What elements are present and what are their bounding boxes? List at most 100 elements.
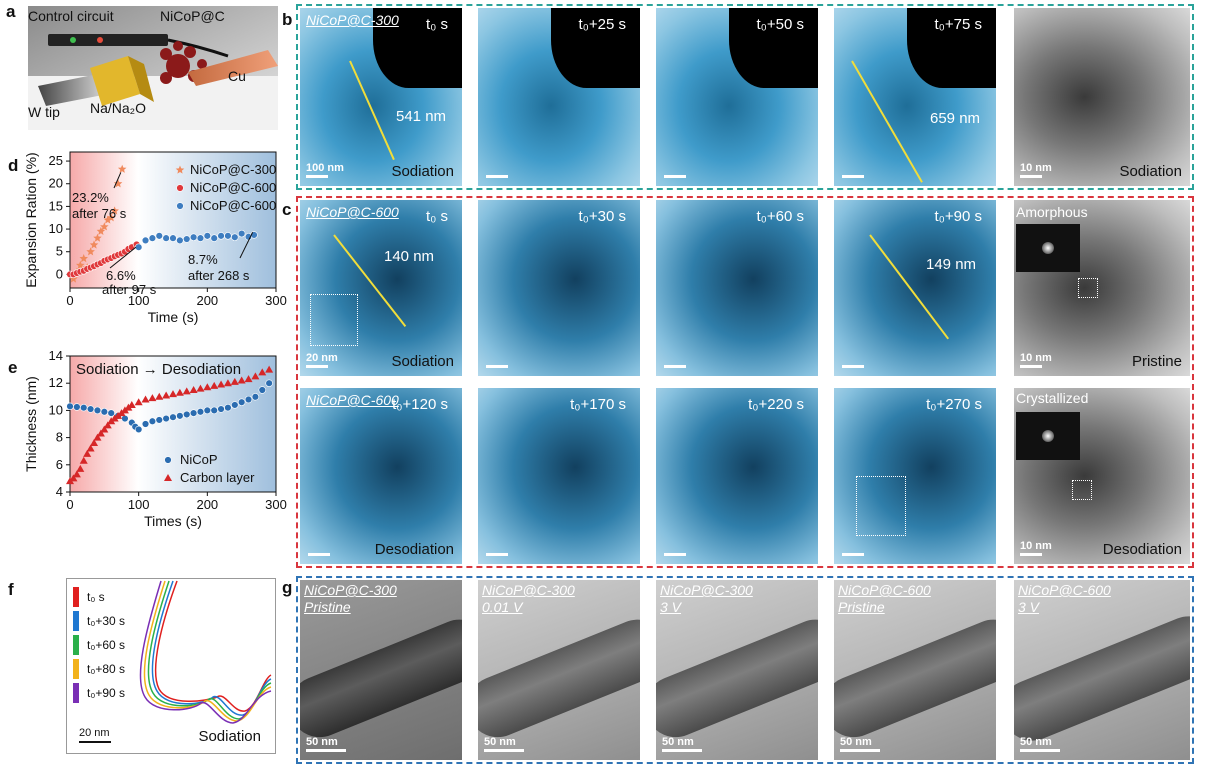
data-point <box>196 408 205 416</box>
data-point <box>148 234 157 242</box>
data-point <box>127 400 136 408</box>
panel-label-d: d <box>8 156 19 175</box>
panel-c-image-4: t₀+90 s 149 nm <box>834 200 996 376</box>
data-point <box>107 409 115 417</box>
data-point <box>96 429 105 437</box>
data-point <box>258 368 267 376</box>
data-point <box>72 470 81 478</box>
caption-sodiation: Sodiation <box>391 353 454 370</box>
data-point <box>89 240 99 249</box>
panel-c-image-5: NiCoP@C-600 t₀+120 s Desodiation <box>300 388 462 564</box>
label-cu: Cu <box>228 68 246 84</box>
time-label: t₀ s <box>425 16 448 33</box>
panel-c-image-8: t₀+270 s <box>834 388 996 564</box>
scale-bar: 50 nm <box>1020 736 1060 752</box>
x-tick-label: 200 <box>196 497 218 512</box>
data-point <box>162 234 170 242</box>
scale-bar <box>308 553 330 556</box>
data-point <box>237 398 246 406</box>
tile-title: NiCoP@C-300 0.01 V <box>482 582 575 615</box>
measure-arrow <box>851 60 923 183</box>
data-point <box>176 236 184 245</box>
data-point <box>183 235 191 243</box>
scale-bar: 20 nm <box>306 352 338 368</box>
panel-f-outline: t₀ s t₀+30 s t₀+60 s t₀+80 s t₀+90 s 20 … <box>66 578 276 754</box>
data-point <box>110 206 119 215</box>
scale-bar <box>842 553 864 556</box>
data-point <box>155 392 164 400</box>
data-point <box>196 234 205 242</box>
scale-bar: 10 nm <box>1020 162 1052 178</box>
data-point <box>231 401 239 409</box>
time-label: t₀ s <box>425 208 448 225</box>
annotation: after 97 s <box>102 282 157 297</box>
data-point <box>100 408 109 416</box>
data-point <box>182 387 191 395</box>
time-label: t₀+170 s <box>570 396 626 413</box>
panel-label-a: a <box>6 2 16 21</box>
data-point <box>134 425 143 434</box>
y-tick-label: 25 <box>49 153 63 168</box>
panel-b-image-3: t₀+50 s <box>656 8 818 186</box>
panel-c-hrtem-crystallized: Crystallized Desodiation 10 nm <box>1014 388 1190 564</box>
data-point <box>265 365 274 373</box>
data-point <box>83 449 92 457</box>
panel-label-c: c <box>282 200 292 219</box>
y-tick-label: 15 <box>49 198 63 213</box>
data-point <box>80 403 88 412</box>
scale-bar: 50 nm <box>484 736 524 752</box>
data-point <box>86 247 95 256</box>
time-label: t₀+30 s <box>578 208 626 225</box>
caption-sodiation: Sodiation <box>1119 163 1182 180</box>
data-point <box>86 405 95 413</box>
data-point <box>169 234 177 242</box>
legend-f: t₀ s t₀+30 s t₀+60 s t₀+80 s t₀+90 s <box>73 585 125 705</box>
data-point <box>231 233 239 241</box>
hrtem-title: Amorphous <box>1016 204 1088 220</box>
data-point <box>169 390 177 398</box>
label-w-tip: W tip <box>28 104 60 120</box>
panel-c-hrtem-amorphous: Amorphous Pristine 10 nm <box>1014 200 1190 376</box>
tile-title: NiCoP@C-600 Pristine <box>838 582 931 615</box>
data-point <box>162 391 171 399</box>
data-point <box>141 395 150 403</box>
panel-c-image-3: t₀+60 s <box>656 200 818 376</box>
panel-b-image-4: t₀+75 s 659 nm <box>834 8 996 186</box>
data-point <box>230 377 239 385</box>
data-point <box>73 403 81 411</box>
data-point <box>164 456 172 464</box>
label-na: Na/Na₂O <box>90 100 147 116</box>
measure-label: 149 nm <box>926 256 977 273</box>
data-point <box>175 165 185 174</box>
scale-bar <box>842 365 864 368</box>
time-label: t₀+60 s <box>756 208 804 225</box>
sample-name: NiCoP@C-300 <box>306 12 399 28</box>
data-point <box>103 215 112 224</box>
data-point <box>106 213 116 222</box>
scale-bar <box>664 175 686 178</box>
data-point <box>113 179 123 188</box>
data-point <box>265 379 273 387</box>
caption-pristine: Pristine <box>1131 353 1182 370</box>
x-axis-label: Times (s) <box>144 513 202 529</box>
data-point <box>203 383 212 391</box>
tile-title: NiCoP@C-600 3 V <box>1018 582 1111 615</box>
panel-a-schematic: Control circuit NiCoP@C Cu W tip Na/Na₂O <box>28 6 278 130</box>
label-control-circuit: Control circuit <box>28 8 114 24</box>
annotation-arrow <box>239 232 254 259</box>
data-point <box>117 164 127 173</box>
x-tick-label: 300 <box>265 497 287 512</box>
data-point <box>148 417 157 425</box>
x-tick-label: 0 <box>66 497 73 512</box>
data-point <box>121 414 129 423</box>
fft-inset <box>1016 224 1080 272</box>
y-tick-label: 20 <box>49 176 63 191</box>
data-point <box>217 405 225 413</box>
measure-label: 659 nm <box>930 110 981 127</box>
data-point <box>90 439 99 447</box>
scale-bar: 100 nm <box>306 162 344 178</box>
data-point <box>223 379 232 387</box>
data-point <box>189 409 198 417</box>
y-tick-label: 0 <box>56 266 63 281</box>
annotation: after 268 s <box>188 268 250 283</box>
